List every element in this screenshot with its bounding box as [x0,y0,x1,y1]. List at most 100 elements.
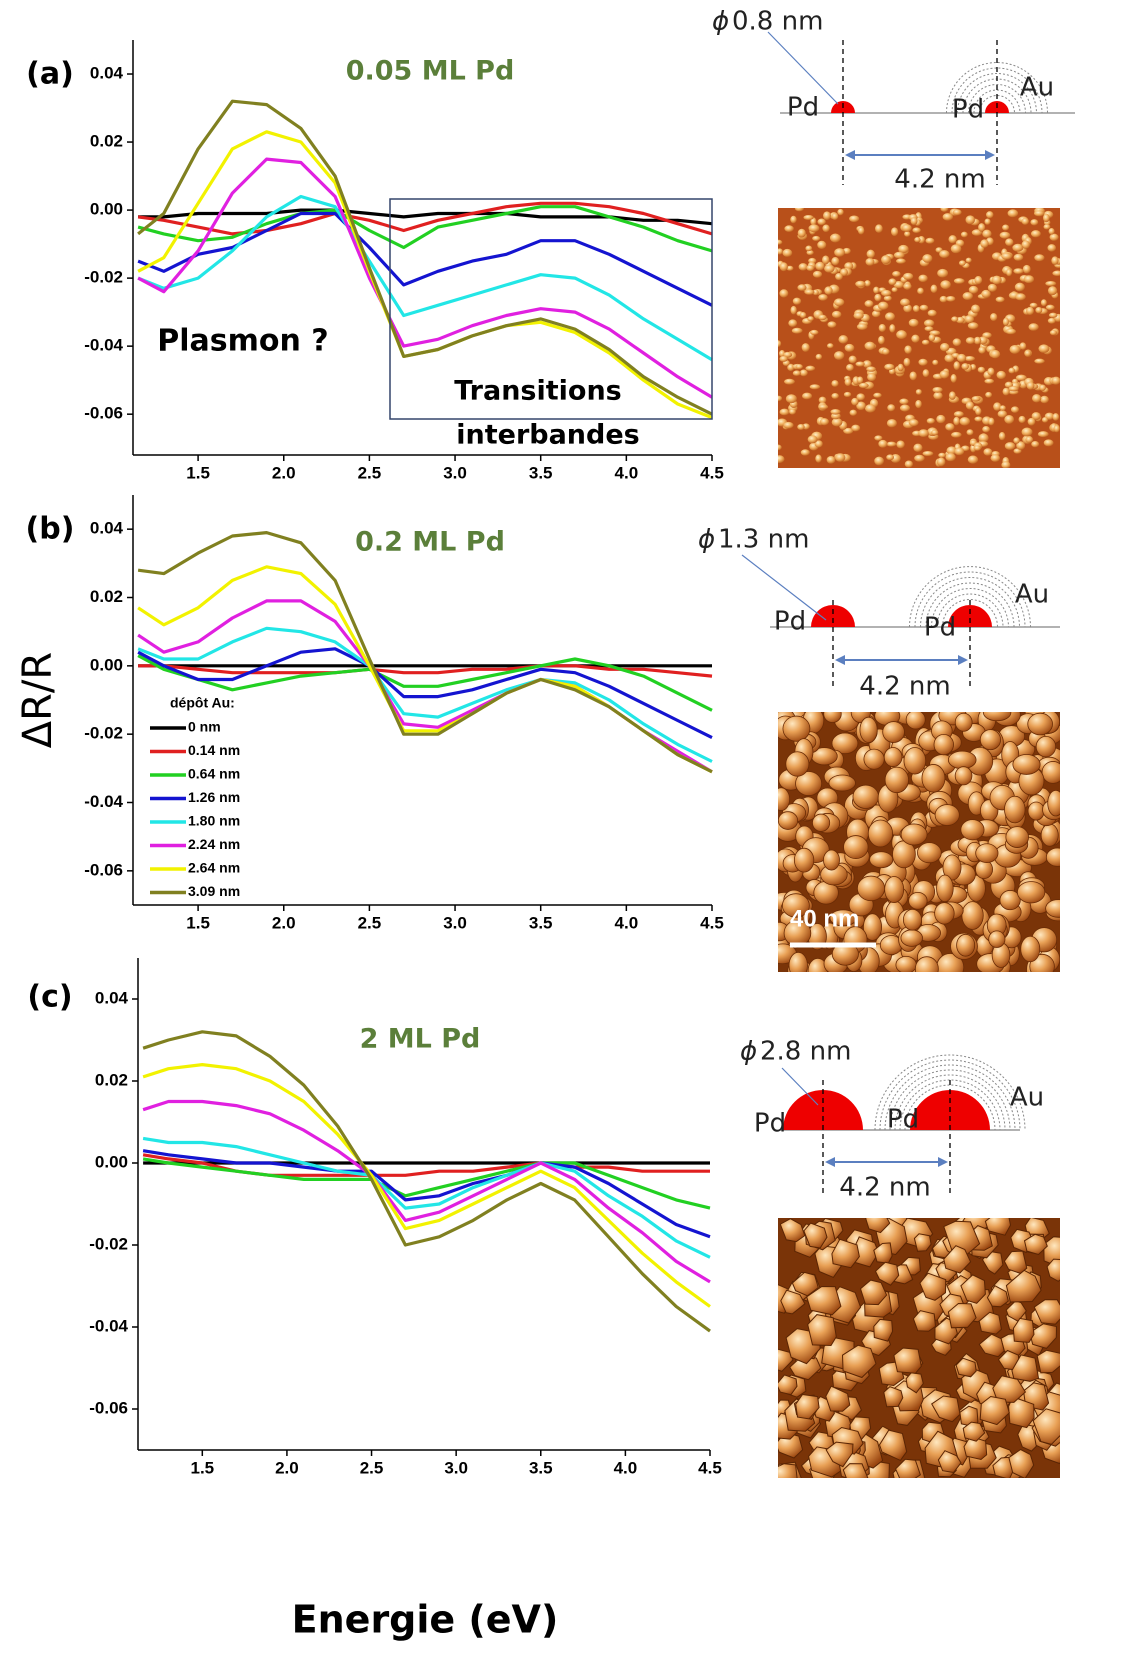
afm-island [960,231,968,238]
afm-grain [895,955,917,972]
afm-island [1023,275,1035,284]
afm-island [893,251,905,259]
afm-island [1040,395,1049,404]
afm-island [904,345,912,354]
afm-grain [1005,826,1029,848]
afm-island [953,416,960,426]
afm-grain [873,1318,894,1342]
afm-island [966,429,974,436]
afm-island [932,386,943,393]
afm-island [812,235,821,242]
afm-grain [1008,1396,1035,1429]
x-tick-label: 2.5 [360,1458,384,1477]
afm-island [958,260,966,266]
afm-island [874,456,884,466]
afm-island [1034,254,1045,262]
au-label: Au [1015,580,1049,610]
afm-grain [988,930,1006,948]
afm-island [987,367,995,376]
afm-island [831,212,839,220]
afm-grain [782,715,811,742]
data-line [142,1157,711,1210]
afm-island [797,284,807,291]
y-tick-label: -0.04 [89,1316,128,1335]
highlight-box [389,198,713,420]
afm-island [873,286,880,294]
afm-island [838,335,849,344]
afm-island [926,417,935,424]
legend-label: 2.24 nm [188,836,240,852]
afm-island [866,366,876,372]
afm-island [1002,317,1009,326]
afm-island [815,353,823,360]
afm-island [991,275,1002,285]
afm-island [974,276,983,285]
afm-grain [865,1218,891,1234]
afm-island [778,455,785,464]
afm-island [978,433,989,443]
afm-island [912,227,921,234]
afm-island [831,380,839,387]
afm-island [878,335,885,345]
afm-island [1022,264,1031,274]
afm-grain [807,1314,837,1347]
afm-grain [788,951,808,972]
afm-island [840,268,848,277]
afm-island [1030,219,1039,226]
afm-island [1006,268,1013,277]
afm-grain [806,1285,842,1316]
afm-island [965,337,975,345]
diameter-label: 1.3 nm [718,525,809,555]
afm-image [778,208,1060,468]
afm-island [790,305,797,315]
afm-grain [943,1245,972,1274]
afm-grain [931,1395,961,1423]
afm-island [938,452,946,458]
au-shell [931,588,1009,628]
afm-island [971,396,981,402]
afm-island [909,371,917,381]
afm-island [856,393,865,401]
panel-label: (a) [26,57,74,92]
afm-island [952,209,962,216]
afm-island [999,405,1006,411]
afm-island [984,218,991,225]
afm-island [925,237,935,244]
afm-island [886,441,897,447]
afm-grain [933,733,954,756]
afm-island [978,346,986,354]
afm-island [928,334,936,342]
afm-island [961,363,970,370]
annotation: Plasmon ? [157,324,328,359]
afm-island [1004,381,1014,388]
afm-grain [828,774,856,792]
afm-island [1013,268,1024,275]
afm-island [824,286,833,295]
spacing-label: 4.2 nm [894,165,985,195]
y-tick-label: -0.02 [84,268,123,287]
x-tick-label: 2.5 [358,463,382,482]
afm-island [1021,427,1033,437]
afm-island [945,452,956,462]
afm-island [826,456,836,464]
afm-island [851,424,861,432]
data-line [142,1149,711,1239]
afm-island [805,245,813,252]
au-shell [879,1059,1021,1131]
afm-island [903,272,914,280]
chart-title: 0.05 ML Pd [346,56,515,87]
afm-island [788,408,796,415]
afm-grain [863,748,885,770]
afm-island [800,449,810,456]
afm-island [1012,243,1024,252]
afm-grain [1027,801,1045,821]
afm-island [914,454,925,462]
afm-island [878,323,886,332]
afm-island [851,397,859,406]
afm-grain [895,1458,921,1478]
afm-island [786,265,794,271]
x-tick-label: 3.0 [443,463,467,482]
afm-island [923,319,935,327]
afm-island [833,351,845,360]
afm-island [884,312,895,321]
